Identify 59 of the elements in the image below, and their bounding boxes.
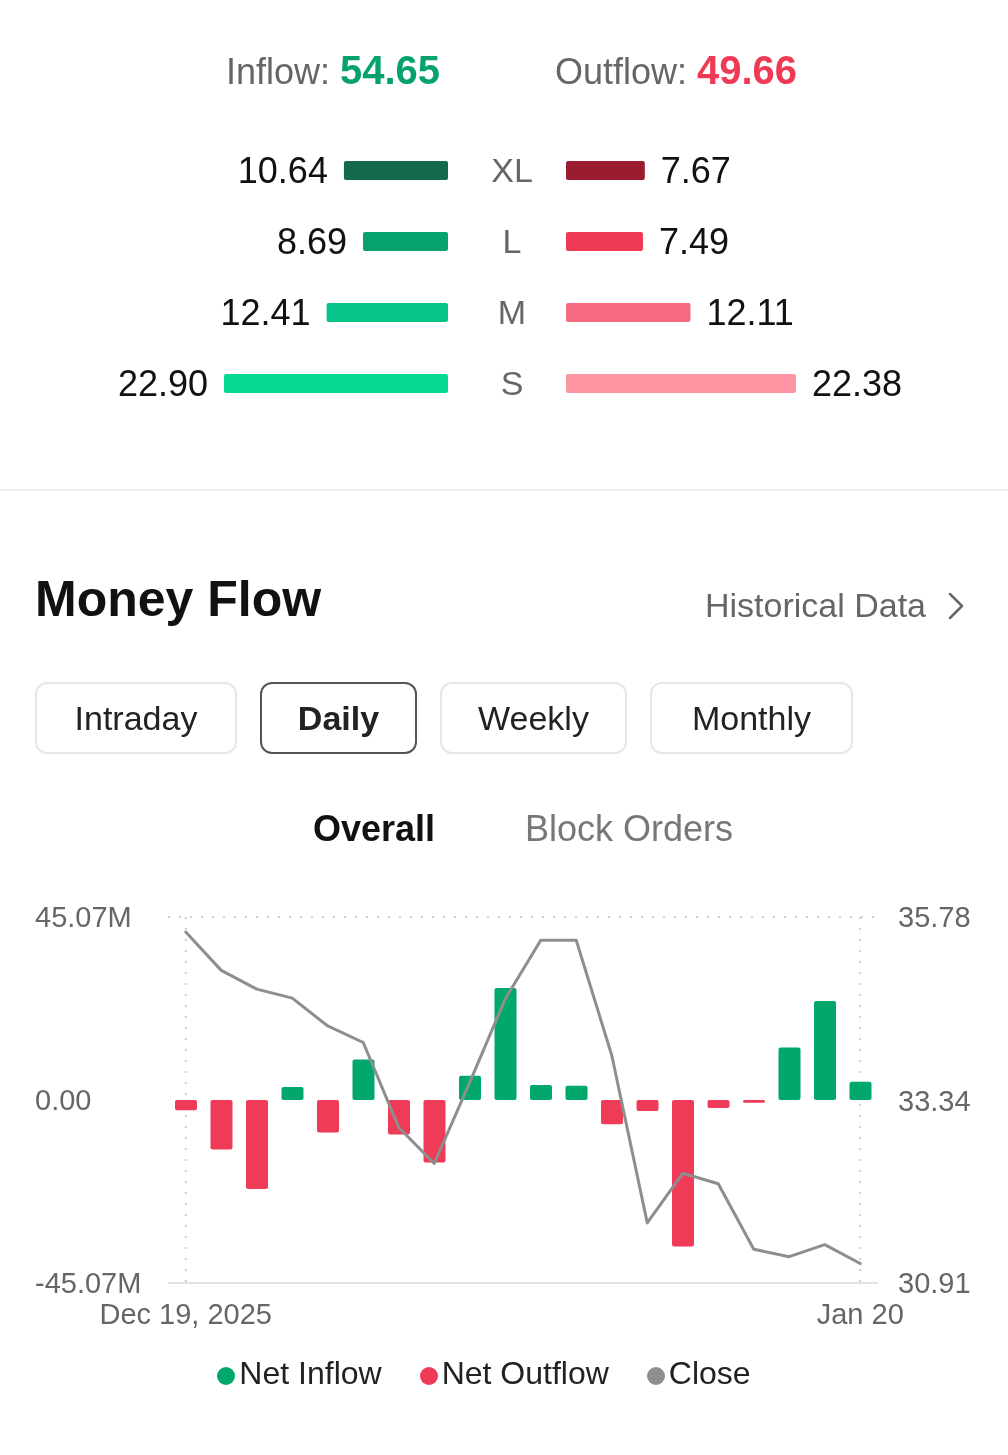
bar — [636, 1100, 659, 1111]
bar — [363, 232, 448, 251]
bar — [778, 1047, 801, 1100]
y2-tick-label: 33.34 — [898, 1084, 971, 1117]
text: Daily — [260, 682, 417, 754]
y-tick-label: 0.00 — [35, 1084, 92, 1117]
chart-title: Outflow: 49.66 — [553, 48, 799, 93]
bar — [566, 161, 645, 180]
bar — [494, 987, 517, 1100]
x-tick-label: Jan 20 — [816, 1297, 904, 1330]
legend-label: Net Inflow — [239, 1355, 382, 1391]
text: Historical Data — [704, 586, 926, 625]
data-label: 22.90 — [117, 363, 208, 405]
bar — [707, 1100, 730, 1109]
text: Weekly — [440, 682, 627, 754]
bar — [317, 1100, 339, 1133]
x-tick-label: Dec 19, 2025 — [99, 1297, 273, 1330]
data-label: 12.11 — [706, 292, 794, 334]
data-label: 22.38 — [812, 363, 903, 405]
data-label: 8.69 — [276, 221, 347, 263]
y-tick-label: S — [500, 364, 524, 403]
data-label: 7.49 — [658, 221, 730, 263]
bar — [224, 374, 448, 393]
bar — [601, 1100, 623, 1125]
text: Overall — [313, 808, 436, 850]
y-tick-label: M — [497, 293, 527, 332]
chart-title: Money Flow — [35, 570, 322, 628]
chart-title: Inflow: 54.65 — [224, 48, 442, 93]
text: Intraday — [35, 682, 237, 754]
bar — [343, 161, 448, 180]
bar — [423, 1100, 446, 1163]
bar — [672, 1100, 694, 1247]
data-label: 10.64 — [237, 150, 328, 192]
y-tick-label: XL — [491, 151, 533, 190]
line-series — [184, 930, 862, 1265]
legend-label: Close — [668, 1355, 751, 1391]
text: Monthly — [650, 682, 853, 754]
data-label: 12.41 — [220, 292, 311, 334]
bar — [281, 1087, 304, 1100]
bar — [566, 303, 691, 322]
y-tick-label: -45.07M — [35, 1267, 142, 1300]
text: Block Orders — [525, 808, 734, 850]
bar — [566, 374, 796, 393]
bar — [175, 1100, 197, 1111]
bar — [565, 1085, 588, 1100]
bar — [326, 303, 448, 322]
legend-label: Net Outflow — [441, 1355, 609, 1391]
bar — [246, 1100, 268, 1189]
y2-tick-label: 30.91 — [898, 1267, 971, 1300]
data-label: 7.67 — [660, 150, 731, 192]
bar — [566, 232, 643, 251]
y-tick-label: L — [502, 222, 522, 261]
bar — [352, 1059, 375, 1100]
bar — [210, 1100, 233, 1150]
y-tick-label: 45.07M — [35, 901, 132, 934]
bar — [530, 1084, 552, 1100]
bar — [849, 1081, 872, 1100]
y2-tick-label: 35.78 — [898, 901, 971, 934]
bar — [814, 1000, 836, 1100]
